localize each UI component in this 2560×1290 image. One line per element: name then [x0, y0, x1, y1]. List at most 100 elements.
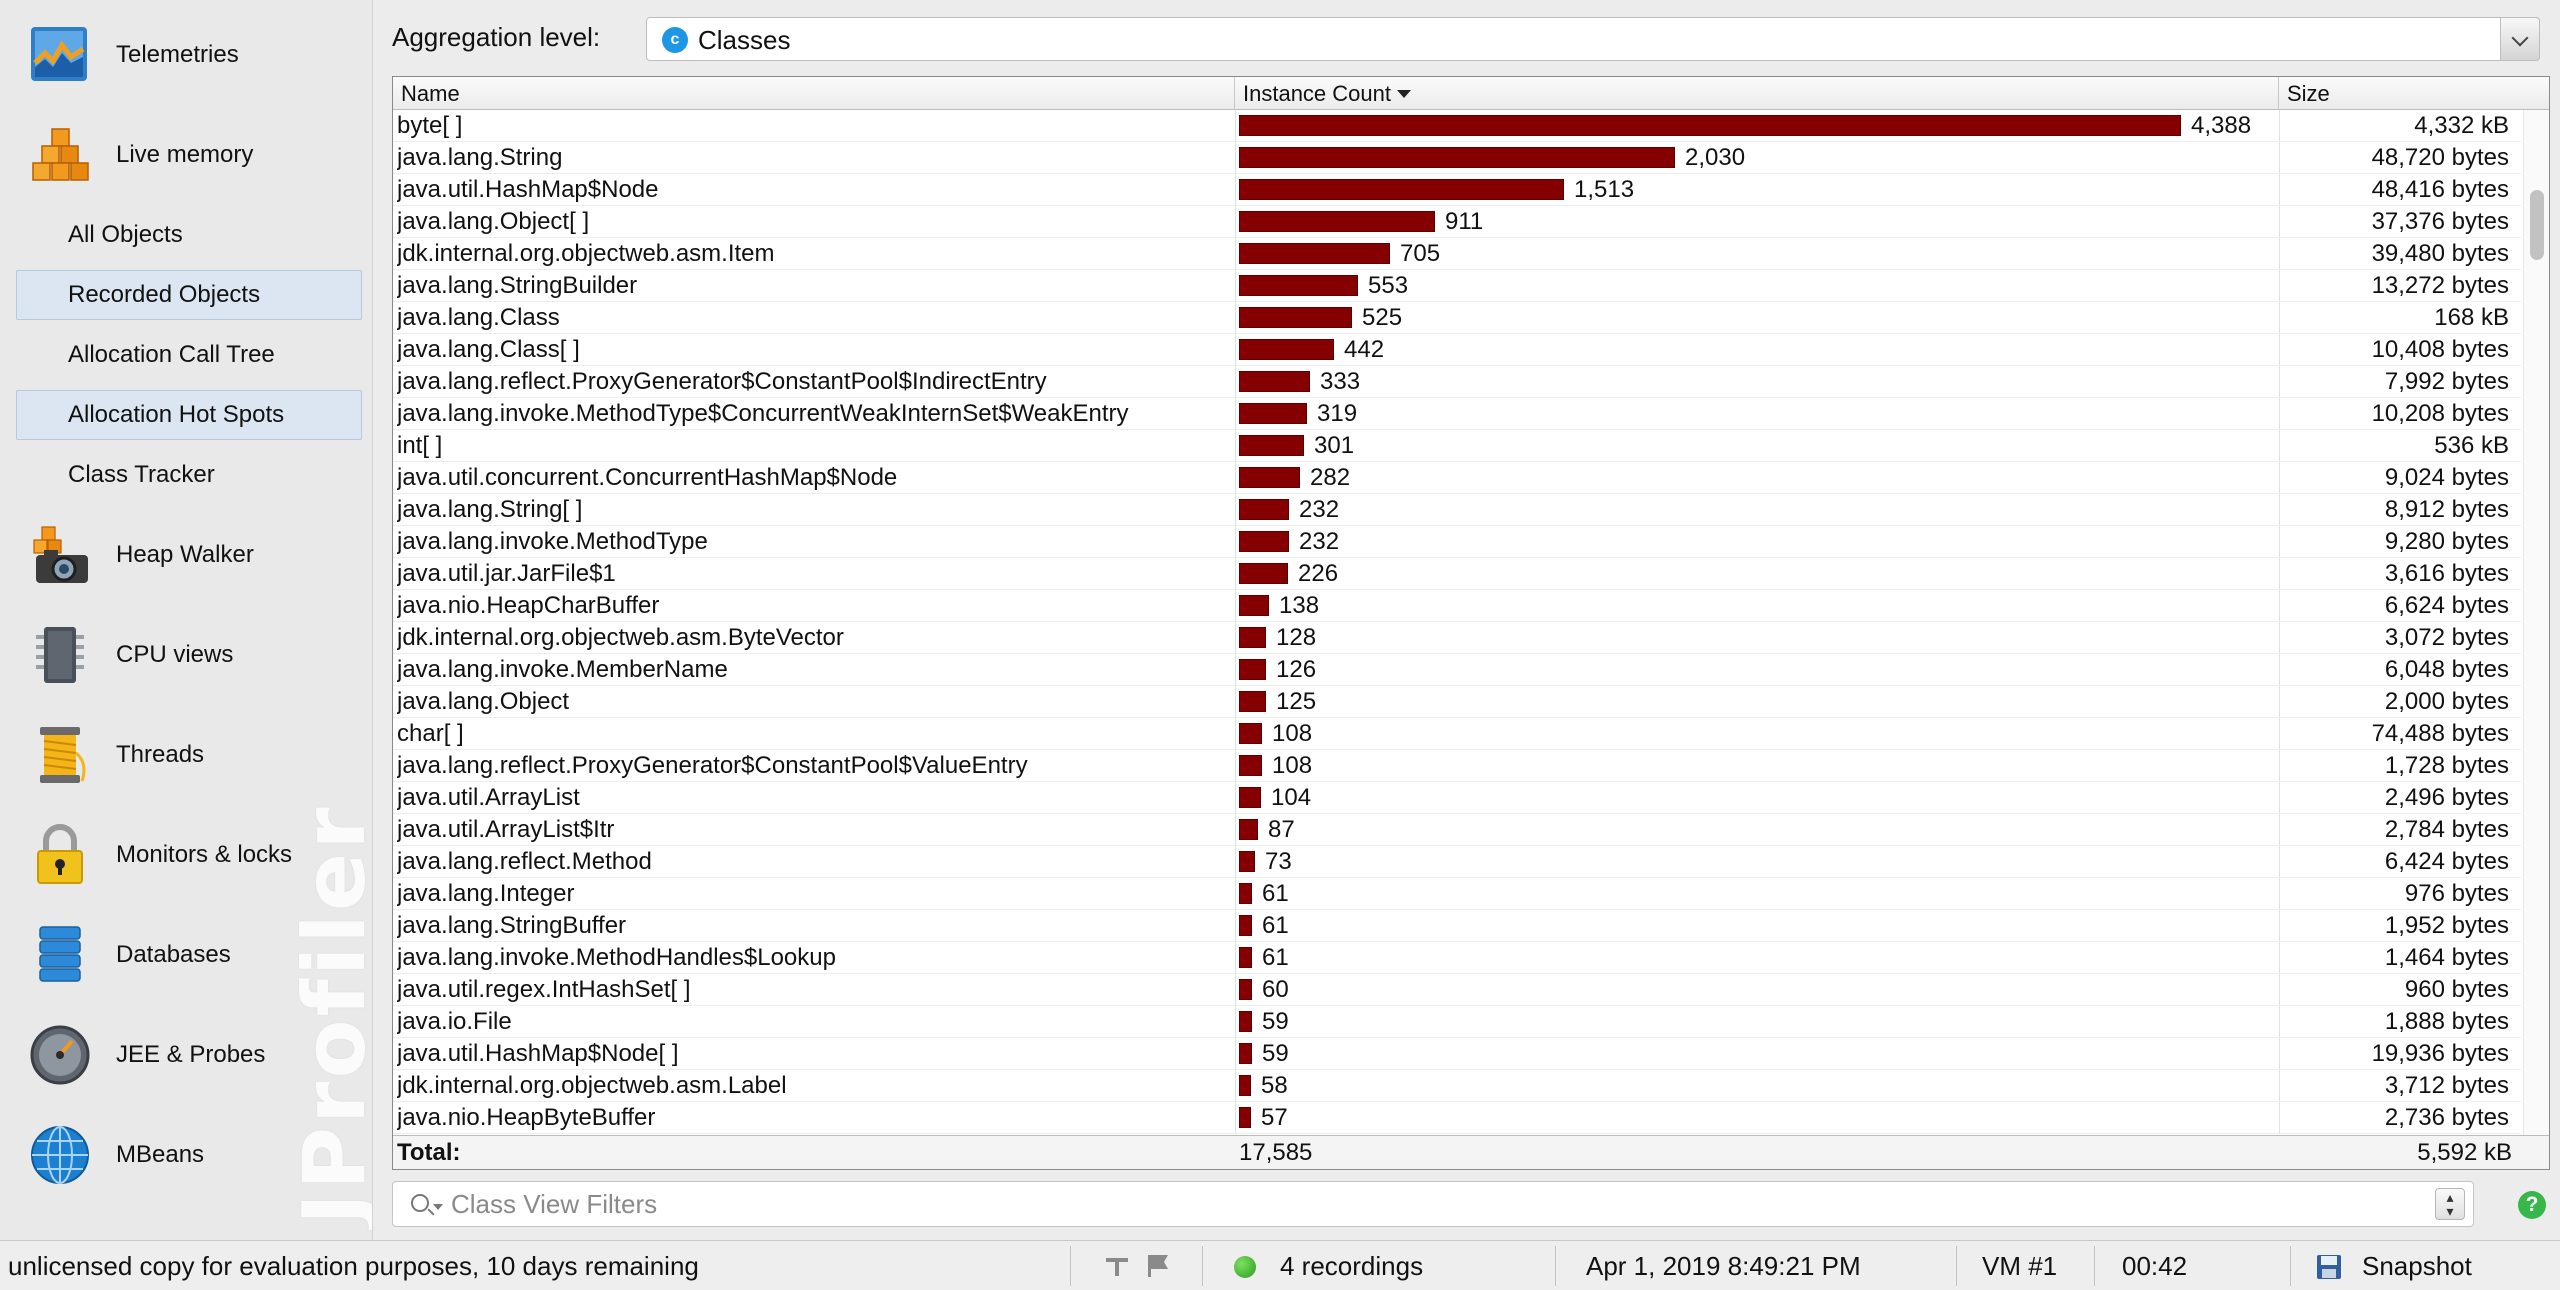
filter-mode-stepper[interactable]: ▴ ▾ [2435, 1188, 2465, 1220]
table-row[interactable]: java.lang.invoke.MemberName 126 6,048 byte… [393, 654, 2521, 686]
class-name-cell: java.lang.StringBuilder [397, 272, 638, 299]
class-name-cell: char[ ] [397, 720, 464, 747]
size-cell: 8,912 bytes [2384, 496, 2509, 523]
table-row[interactable]: java.lang.invoke.MethodType 232 9,280 byte… [393, 526, 2521, 558]
instance-count-cell: 525 [1362, 304, 1403, 331]
nav-sub-label: Allocation Hot Spots [68, 401, 285, 428]
table-row[interactable]: jdk.internal.org.objectweb.asm.Label 58 3,… [393, 1070, 2521, 1102]
table-row[interactable]: java.lang.invoke.MethodType$ConcurrentWe… [393, 398, 2521, 430]
search-options-caret-icon[interactable] [433, 1204, 443, 1210]
nav-label: Databases [116, 941, 231, 968]
instance-count-cell: 319 [1317, 400, 1358, 427]
table-row[interactable]: int[ ] 301 536 kB [393, 430, 2521, 462]
instance-count-bar [1239, 243, 1390, 264]
table-row[interactable]: java.lang.invoke.MethodHandles$Lookup 61 1… [393, 942, 2521, 974]
table-row[interactable]: java.lang.reflect.Method 73 6,424 bytes [393, 846, 2521, 878]
table-row[interactable]: java.lang.Object 125 2,000 bytes [393, 686, 2521, 718]
instance-count-bar [1239, 1075, 1251, 1096]
nav-threads[interactable]: Threads [0, 710, 372, 800]
table-row[interactable]: java.util.HashMap$Node 1,513 48,416 bytes [393, 174, 2521, 206]
table-row[interactable]: java.util.HashMap$Node[ ] 59 19,936 bytes [393, 1038, 2521, 1070]
instance-count-cell: 442 [1344, 336, 1385, 363]
table-row[interactable]: java.lang.StringBuilder 553 13,272 bytes [393, 270, 2521, 302]
table-row[interactable]: java.util.ArrayList 104 2,496 bytes [393, 782, 2521, 814]
nav-recorded-objects[interactable]: Recorded Objects [16, 270, 362, 320]
table-row[interactable]: java.util.jar.JarFile$1 226 3,616 bytes [393, 558, 2521, 590]
column-header-size[interactable]: Size [2279, 77, 2549, 110]
instance-count-cell: 61 [1262, 944, 1289, 971]
nav-databases[interactable]: Databases [0, 910, 372, 1000]
column-header-instance-count[interactable]: Instance Count [1235, 77, 2279, 110]
table-row[interactable]: java.util.regex.IntHashSet[ ] 60 960 bytes [393, 974, 2521, 1006]
table-row[interactable]: java.lang.Object[ ] 911 37,376 bytes [393, 206, 2521, 238]
globe-icon [28, 1123, 92, 1187]
table-row[interactable]: java.lang.reflect.ProxyGenerator$Constan… [393, 750, 2521, 782]
nav-allocation-call-tree[interactable]: Allocation Call Tree [16, 330, 362, 380]
snapshot-button[interactable]: Snapshot [2316, 1241, 2546, 1290]
pin-icon[interactable] [1100, 1241, 1180, 1290]
vertical-scrollbar[interactable] [2523, 110, 2549, 1168]
table-row[interactable]: java.lang.String 2,030 48,720 bytes [393, 142, 2521, 174]
size-cell: 3,072 bytes [2384, 624, 2509, 651]
chevron-down-icon[interactable] [2500, 17, 2540, 61]
nav-mbeans[interactable]: MBeans [0, 1110, 372, 1200]
class-name-cell: java.lang.String [397, 144, 563, 171]
class-name-cell: java.lang.reflect.ProxyGenerator$Constan… [397, 368, 1047, 395]
table-row[interactable]: java.nio.HeapCharBuffer 138 6,624 bytes [393, 590, 2521, 622]
instance-count-cell: 57 [1261, 1104, 1288, 1131]
table-row[interactable]: java.nio.HeapByteBuffer 57 2,736 bytes [393, 1102, 2521, 1134]
nav-heap-walker[interactable]: Heap Walker [0, 510, 372, 600]
column-separator [2279, 782, 2280, 813]
aggregation-level-select[interactable]: c Classes [646, 17, 2540, 61]
column-separator [2279, 590, 2280, 621]
table-row[interactable]: java.lang.String[ ] 232 8,912 bytes [393, 494, 2521, 526]
nav-label: Telemetries [116, 41, 239, 68]
instance-count-bar [1239, 179, 1564, 200]
instance-count-cell: 61 [1262, 912, 1289, 939]
table-row[interactable]: char[ ] 108 74,488 bytes [393, 718, 2521, 750]
scrollbar-thumb[interactable] [2530, 190, 2544, 260]
nav-cpu-views[interactable]: CPU views [0, 610, 372, 700]
table-row[interactable]: java.lang.Integer 61 976 bytes [393, 878, 2521, 910]
table-header: Name Instance Count Size [393, 77, 2549, 110]
snapshot-label: Snapshot [2362, 1251, 2472, 1281]
nav-label: CPU views [116, 641, 234, 668]
instance-count-cell: 108 [1272, 752, 1313, 779]
column-separator [1235, 718, 1236, 749]
table-row[interactable]: java.lang.Class[ ] 442 10,408 bytes [393, 334, 2521, 366]
class-name-cell: byte[ ] [397, 112, 463, 139]
instance-count-cell: 87 [1268, 816, 1295, 843]
table-row[interactable]: java.lang.Class 525 168 kB [393, 302, 2521, 334]
nav-label: Live memory [116, 141, 254, 168]
search-icon[interactable] [411, 1194, 429, 1212]
nav-monitors-locks[interactable]: Monitors & locks [0, 810, 372, 900]
instance-count-bar [1239, 915, 1252, 936]
column-header-name[interactable]: Name [393, 77, 1235, 110]
table-row[interactable]: java.io.File 59 1,888 bytes [393, 1006, 2521, 1038]
nav-allocation-hot-spots[interactable]: Allocation Hot Spots [16, 390, 362, 440]
recordings-status[interactable]: 4 recordings [1234, 1241, 1534, 1290]
help-button[interactable]: ? [2518, 1191, 2546, 1219]
nav-telemetries[interactable]: Telemetries [0, 10, 372, 100]
table-row[interactable]: jdk.internal.org.objectweb.asm.Item 705 39… [393, 238, 2521, 270]
column-separator [2279, 814, 2280, 845]
table-row[interactable]: java.util.ArrayList$Itr 87 2,784 bytes [393, 814, 2521, 846]
table-row[interactable]: java.lang.StringBuffer 61 1,952 bytes [393, 910, 2521, 942]
nav-live-memory[interactable]: Live memory [0, 110, 372, 200]
table-row[interactable]: byte[ ] 4,388 4,332 kB [393, 110, 2521, 142]
column-separator [2279, 238, 2280, 269]
size-cell: 1,464 bytes [2384, 944, 2509, 971]
table-row[interactable]: java.lang.reflect.ProxyGenerator$Constan… [393, 366, 2521, 398]
vm-label: VM #1 [1982, 1251, 2058, 1281]
nav-jee-probes[interactable]: JEE & Probes [0, 1010, 372, 1100]
nav-class-tracker[interactable]: Class Tracker [16, 450, 362, 500]
class-icon: c [662, 27, 688, 53]
size-cell: 10,208 bytes [2371, 400, 2509, 427]
table-row[interactable]: java.util.concurrent.ConcurrentHashMap$N… [393, 462, 2521, 494]
table-row[interactable]: jdk.internal.org.objectweb.asm.ByteVecto… [393, 622, 2521, 654]
class-view-filter-input[interactable] [451, 1187, 2351, 1221]
column-separator [1235, 366, 1236, 397]
status-divider [1555, 1246, 1556, 1286]
total-count: 17,585 [1239, 1139, 1313, 1166]
nav-all-objects[interactable]: All Objects [16, 210, 362, 260]
